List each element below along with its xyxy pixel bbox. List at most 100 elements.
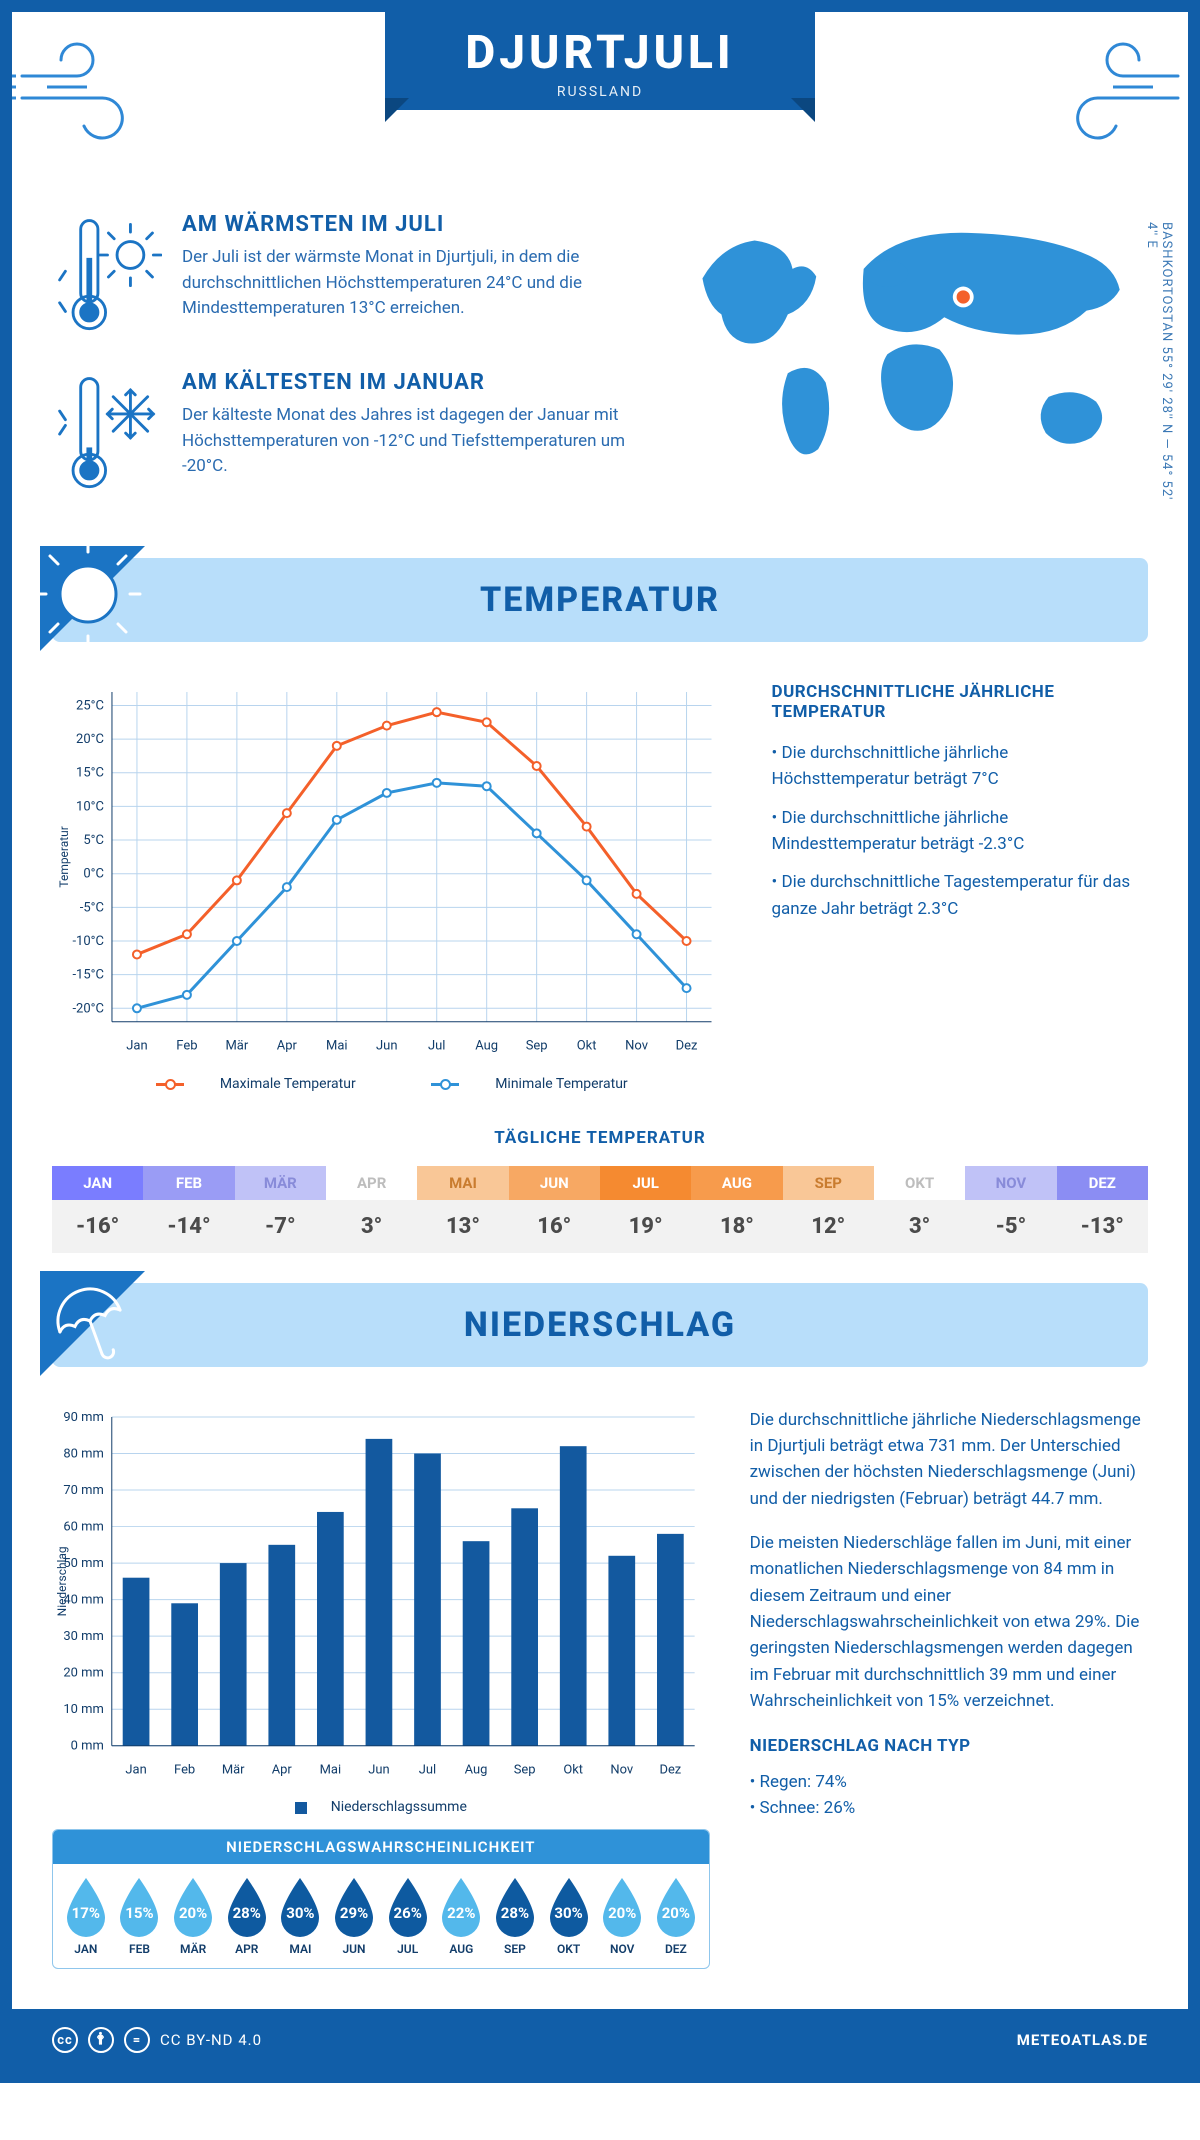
title-ribbon: DJURTJULI RUSSLAND [385,10,814,110]
daily-cell: MAI 13° [417,1166,508,1253]
svg-text:Mai: Mai [320,1762,341,1777]
prob-cell: 20% DEZ [649,1876,703,1956]
world-map-svg [674,212,1148,478]
svg-text:80 mm: 80 mm [63,1446,103,1461]
raindrop-icon: 20% [597,1876,647,1938]
svg-text:Niederschlag: Niederschlag [55,1546,69,1616]
svg-text:Jun: Jun [368,1762,389,1777]
svg-text:Okt: Okt [577,1039,597,1054]
raindrop-icon: 30% [544,1876,594,1938]
svg-text:20 mm: 20 mm [63,1665,103,1680]
umbrella-icon [40,1271,145,1376]
prob-cell: 28% APR [220,1876,274,1956]
svg-text:40 mm: 40 mm [63,1592,103,1607]
svg-text:Dez: Dez [676,1039,698,1054]
svg-text:60 mm: 60 mm [63,1519,103,1534]
site-name: METEOATLAS.DE [1017,2031,1148,2049]
svg-text:Sep: Sep [526,1039,548,1054]
warmest-block: AM WÄRMSTEN IM JULI Der Juli ist der wär… [52,212,644,342]
cc-icon: cc [52,2027,78,2053]
daily-temp-title: TÄGLICHE TEMPERATUR [52,1128,1148,1148]
raindrop-icon: 28% [222,1876,272,1938]
country-subtitle: RUSSLAND [465,84,734,100]
temperature-title: TEMPERATUR [52,580,1148,620]
svg-text:-10°C: -10°C [72,934,104,949]
precipitation-legend: Niederschlagssumme [52,1799,710,1815]
svg-text:10 mm: 10 mm [63,1702,103,1717]
thermometer-cold-icon [52,370,162,500]
svg-text:0°C: 0°C [83,867,104,882]
svg-text:-20°C: -20°C [72,1001,104,1016]
nd-icon: = [124,2027,150,2053]
daily-cell: OKT 3° [874,1166,965,1253]
svg-text:Mär: Mär [225,1039,248,1054]
prob-cell: 20% MÄR [166,1876,220,1956]
svg-text:70 mm: 70 mm [63,1483,103,1498]
precipitation-title: NIEDERSCHLAG [52,1305,1148,1345]
daily-cell: JUN 16° [509,1166,600,1253]
raindrop-icon: 20% [168,1876,218,1938]
svg-text:Apr: Apr [277,1039,298,1054]
svg-text:-15°C: -15°C [72,968,104,983]
temperature-legend: Maximale Temperatur Minimale Temperatur [52,1076,732,1092]
coordinates: BASHKORTOSTAN 55° 29' 28'' N — 54° 52' 4… [1144,222,1174,518]
raindrop-icon: 20% [651,1876,701,1938]
raindrop-icon: 26% [383,1876,433,1938]
prob-cell: 22% AUG [434,1876,488,1956]
svg-text:Aug: Aug [475,1039,498,1054]
svg-text:Feb: Feb [176,1039,197,1054]
daily-cell: NOV -5° [965,1166,1056,1253]
daily-cell: APR 3° [326,1166,417,1253]
precipitation-summary: Die durchschnittliche jährliche Niedersc… [750,1407,1148,1970]
raindrop-icon: 28% [490,1876,540,1938]
city-title: DJURTJULI [465,26,734,80]
svg-text:25°C: 25°C [76,698,104,713]
coldest-block: AM KÄLTESTEN IM JANUAR Der kälteste Mona… [52,370,644,500]
temperature-line-chart: -20°C-15°C-10°C-5°C0°C5°C10°C15°C20°C25°… [52,682,732,1062]
warmest-title: AM WÄRMSTEN IM JULI [182,212,644,237]
daily-cell: AUG 18° [691,1166,782,1253]
thermometer-hot-icon [52,212,162,342]
prob-cell: 29% JUN [327,1876,381,1956]
prob-cell: 15% FEB [113,1876,167,1956]
prob-cell: 26% JUL [381,1876,435,1956]
prob-cell: 30% OKT [542,1876,596,1956]
svg-text:Apr: Apr [272,1762,293,1777]
svg-text:Nov: Nov [625,1039,649,1054]
prob-cell: 30% MAI [274,1876,328,1956]
raindrop-icon: 15% [114,1876,164,1938]
header: DJURTJULI RUSSLAND [52,12,1148,192]
svg-text:Okt: Okt [563,1762,583,1777]
warmest-text: Der Juli ist der wärmste Monat in Djurtj… [182,245,644,322]
precipitation-bar-chart: 0 mm10 mm20 mm30 mm40 mm50 mm60 mm70 mm8… [52,1407,710,1786]
daily-cell: DEZ -13° [1057,1166,1148,1253]
svg-text:50 mm: 50 mm [63,1556,103,1571]
svg-text:20°C: 20°C [76,732,104,747]
svg-text:10°C: 10°C [76,799,104,814]
daily-cell: MÄR -7° [235,1166,326,1253]
world-map: BASHKORTOSTAN 55° 29' 28'' N — 54° 52' 4… [674,212,1148,528]
svg-text:0 mm: 0 mm [71,1738,104,1753]
svg-text:Dez: Dez [659,1762,681,1777]
svg-text:Mai: Mai [326,1039,348,1054]
daily-temp-strip: JAN -16° FEB -14° MÄR -7° APR 3° MAI 13°… [52,1166,1148,1253]
prob-cell: 17% JAN [59,1876,113,1956]
precipitation-probability-box: NIEDERSCHLAGSWAHRSCHEINLICHKEIT 17% JAN … [52,1829,710,1969]
svg-text:Sep: Sep [514,1762,536,1777]
prob-cell: 28% SEP [488,1876,542,1956]
license: cc 🛉 = CC BY-ND 4.0 [52,2027,262,2053]
daily-cell: JUL 19° [600,1166,691,1253]
daily-cell: SEP 12° [783,1166,874,1253]
by-icon: 🛉 [88,2027,114,2053]
svg-text:15°C: 15°C [76,766,104,781]
temperature-summary: DURCHSCHNITTLICHE JÄHRLICHE TEMPERATUR •… [772,682,1148,1092]
svg-text:Mär: Mär [222,1762,245,1777]
daily-cell: FEB -14° [143,1166,234,1253]
svg-text:Temperatur: Temperatur [57,826,71,887]
raindrop-icon: 30% [275,1876,325,1938]
precipitation-section-header: NIEDERSCHLAG [52,1283,1148,1367]
svg-text:Jan: Jan [125,1762,146,1777]
footer: cc 🛉 = CC BY-ND 4.0 METEOATLAS.DE [12,2009,1188,2071]
raindrop-icon: 22% [436,1876,486,1938]
temperature-section-header: TEMPERATUR [52,558,1148,642]
